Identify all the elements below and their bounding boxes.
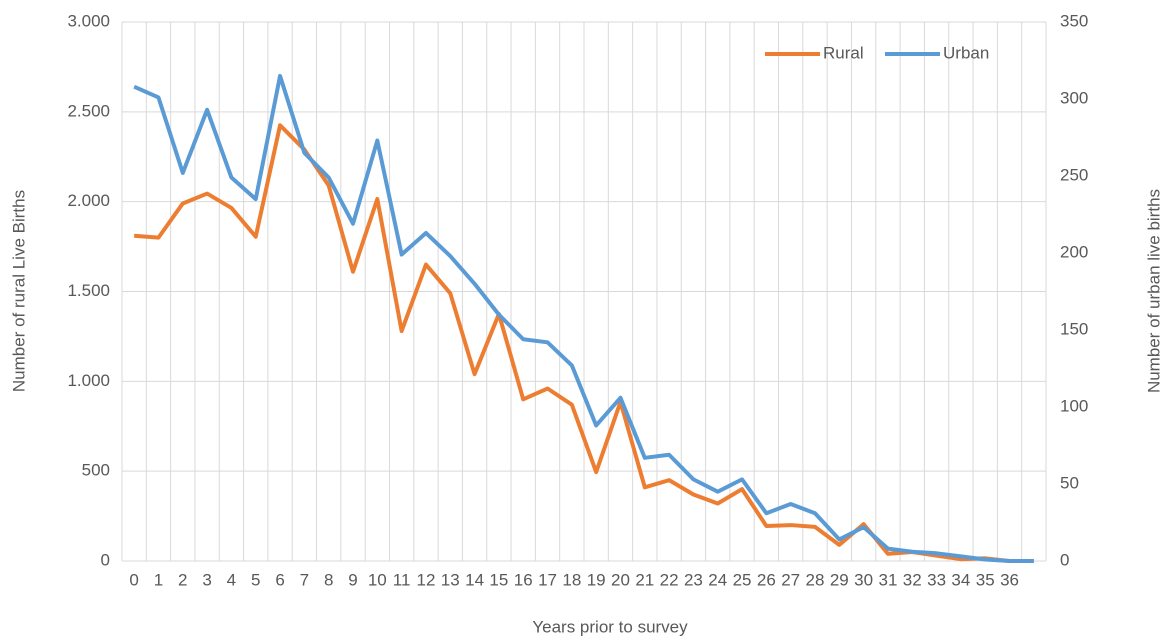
y-axis-title: Number of rural Live Births: [9, 190, 28, 392]
x-tick-label: 4: [227, 570, 236, 589]
y2-tick-label: 50: [1060, 473, 1079, 492]
x-tick-label: 19: [587, 570, 606, 589]
x-tick-label: 28: [806, 570, 825, 589]
x-tick-label: 15: [489, 570, 508, 589]
series-line: [134, 123, 1034, 563]
x-tick-label: 8: [324, 570, 333, 589]
y2-tick-label: 250: [1060, 165, 1088, 184]
x-tick-label: 34: [951, 570, 970, 589]
x-tick-label: 31: [878, 570, 897, 589]
series-line: [133, 73, 1034, 563]
legend-label: Urban: [943, 43, 989, 62]
x-tick-label: 36: [1000, 570, 1019, 589]
y2-tick-label: 150: [1060, 319, 1088, 338]
x-axis-title: Years prior to survey: [532, 617, 688, 636]
legend-label: Rural: [823, 43, 864, 62]
x-tick-label: 5: [251, 570, 260, 589]
y2-tick-label: 100: [1060, 396, 1088, 415]
x-tick-label: 12: [416, 570, 435, 589]
x-tick-label: 33: [927, 570, 946, 589]
y2-tick-label: 0: [1060, 550, 1069, 569]
y2-tick-label: 300: [1060, 88, 1088, 107]
x-tick-label: 26: [757, 570, 776, 589]
x-tick-label: 25: [733, 570, 752, 589]
x-tick-label: 3: [202, 570, 211, 589]
x-tick-label: 16: [514, 570, 533, 589]
y-tick-label: 3.000: [67, 11, 110, 30]
x-tick-label: 35: [976, 570, 995, 589]
y-tick-label: 1.500: [67, 281, 110, 300]
y-tick-label: 2.000: [67, 191, 110, 210]
x-tick-label: 20: [611, 570, 630, 589]
x-tick-label: 22: [660, 570, 679, 589]
x-tick-label: 30: [854, 570, 873, 589]
x-tick-label: 7: [300, 570, 309, 589]
y-tick-label: 0: [101, 550, 110, 569]
x-tick-label: 13: [441, 570, 460, 589]
x-tick-label: 9: [348, 570, 357, 589]
x-tick-label: 23: [684, 570, 703, 589]
y2-tick-label: 200: [1060, 242, 1088, 261]
x-tick-label: 24: [708, 570, 727, 589]
x-tick-label: 29: [830, 570, 849, 589]
x-tick-label: 11: [393, 570, 411, 589]
x-tick-label: 32: [903, 570, 922, 589]
x-tick-label: 0: [129, 570, 138, 589]
y2-tick-label: 350: [1060, 11, 1088, 30]
x-tick-label: 2: [178, 570, 187, 589]
x-tick-label: 10: [368, 570, 387, 589]
y-tick-label: 500: [82, 461, 110, 480]
x-tick-label: 6: [275, 570, 284, 589]
x-tick-label: 14: [465, 570, 484, 589]
x-tick-label: 21: [635, 570, 654, 589]
y2-axis-title: Number of urban live births: [1144, 189, 1163, 393]
x-tick-label: 1: [154, 570, 163, 589]
y-tick-label: 2.500: [67, 101, 110, 120]
x-tick-label: 18: [562, 570, 581, 589]
y-tick-label: 1.000: [67, 371, 110, 390]
x-tick-label: 17: [538, 570, 557, 589]
x-tick-label: 27: [781, 570, 800, 589]
